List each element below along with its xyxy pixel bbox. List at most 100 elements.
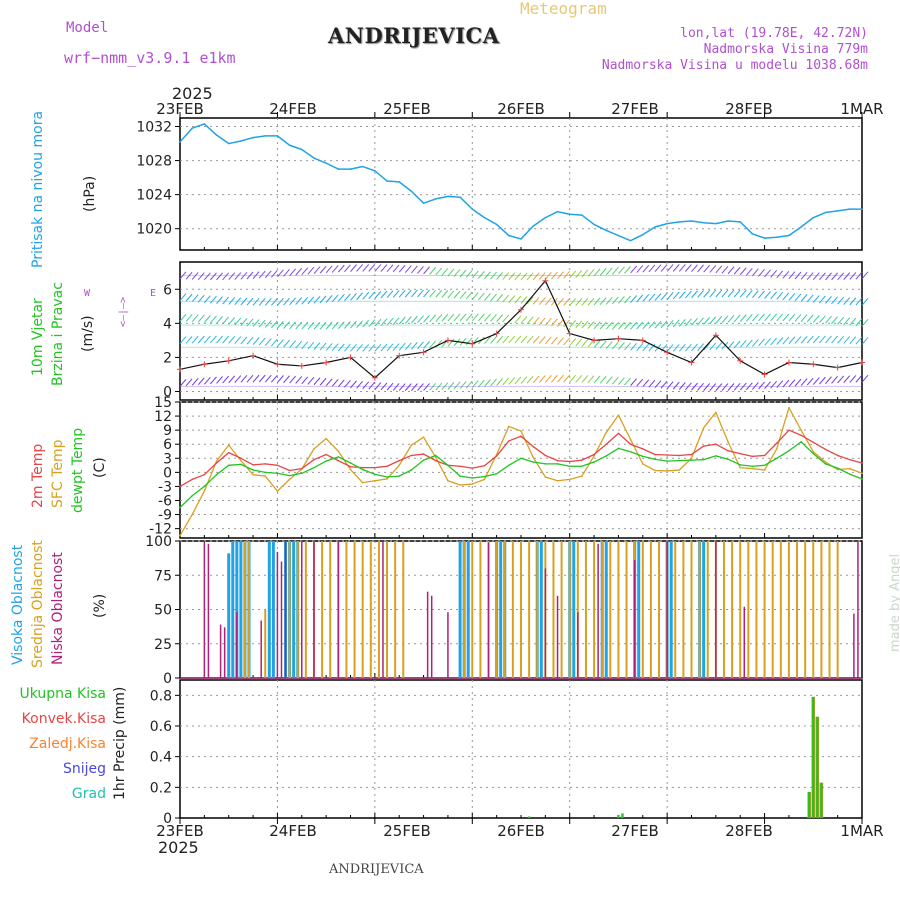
wind-barb [380,343,388,352]
wind-barb [672,264,680,272]
wind-barb [831,316,838,324]
wind-barb [843,375,851,383]
wind-barb [264,320,272,328]
temp-2m-line-point [702,445,705,447]
wind-barb [605,341,613,349]
dewpt-line-point [300,472,303,475]
wind-barb [605,296,613,305]
wind-barb [526,375,534,384]
wind-barb [569,320,577,328]
temp-2m-line-point [313,458,315,461]
top-tick-0: 23FEB [156,100,204,118]
sfc-temp-line-point [483,478,486,481]
wind-barb [307,341,315,350]
mid-cloud-bar [463,541,466,678]
wind-barb [685,318,692,327]
wind-barb [691,317,698,326]
wind-barb [685,343,692,352]
wind-barb [581,339,589,347]
sfc-temp-line-point [836,468,839,471]
wind-barb [477,292,485,301]
wind-barb [630,321,637,330]
y-tick-label: 50 [154,603,172,619]
wind-barb [770,313,778,322]
wind-barb [325,321,333,330]
low-cloud-bar [223,627,226,678]
wind-barb [678,264,686,272]
wind-barb [270,320,278,329]
y-tick-label: 0.4 [150,750,172,766]
sfc-temp-line-point [227,444,230,446]
sfc-temp-line-point [666,470,668,472]
wind-barb [678,382,686,390]
bottom-tick-5: 28FEB [725,822,773,840]
wind-barb [459,381,467,389]
wind-barb [502,314,510,323]
mid-cloud-bar [625,541,628,678]
bottom-tick-0: 23FEB [156,822,204,840]
wind-barb [325,378,333,387]
sfc-temp-line-point [398,464,401,467]
mid-cloud-bar [641,541,644,678]
wind-barb [532,316,540,325]
wind-barb [806,377,814,386]
pressure-line-point [361,165,364,168]
wind-barb [788,336,796,345]
precip-legend-frz: Zaledj.Kisa [29,736,106,752]
sfc-temp-line-point [252,473,254,476]
temp-2m-line-point [495,455,498,457]
dewpt-line-point [386,476,388,478]
wind-barb [575,374,583,383]
compass-east: E [150,288,157,299]
wind-barb [447,268,455,277]
pressure-line-point [836,210,839,212]
temp-2m-line-point [264,463,267,465]
wind-barb [179,379,187,387]
wind-barb [837,375,845,384]
sfc-temp-line [179,406,863,536]
dewpt-line-point [763,464,766,467]
temp-2m-line-point [812,441,815,444]
wind-barb [557,337,564,345]
wind-barb [465,380,473,389]
wind-barb [374,264,382,272]
wind-barb [605,376,613,385]
wind-barb [307,321,315,330]
wind-barb [825,315,832,324]
temp-2m-line-point [751,455,754,458]
wind-barb [575,320,583,329]
wind-barb [672,381,680,390]
wind-barb [350,344,357,352]
dewpt-line-point [568,465,571,468]
wind-barb [818,272,826,281]
dewpt-line-point [812,452,815,455]
top-tick-2: 25FEB [383,100,431,118]
wind-barb [538,336,546,344]
sfc-temp-line-point [215,460,218,462]
wind-barb [660,264,668,272]
pressure-line-point [252,136,254,139]
wind-barb [624,266,631,274]
wind-barb [258,298,266,306]
wind-barb [185,314,193,322]
panel-frame [179,261,863,401]
y-tick-label: -3 [158,479,172,495]
low-cloud-bar [447,612,449,678]
wind-barb [270,374,278,383]
top-tick-4: 27FEB [611,100,659,118]
wind-barb [624,321,631,330]
wind-barb [532,272,540,281]
pressure-line [179,123,862,242]
high-cloud-bar [235,541,239,678]
wind-barb [611,296,619,305]
wind-barb [569,298,577,306]
precip-legend-total: Ukupna Kisa [19,686,106,702]
wind-barb [514,315,522,324]
sfc-temp-line-point [240,459,242,462]
wind-barb [484,271,491,280]
wind-barb [216,316,223,324]
y-tick-label: 0.2 [150,780,172,796]
wind-barb [398,342,406,351]
wind-barb [812,377,820,385]
temp-2m-line-point [398,459,401,462]
